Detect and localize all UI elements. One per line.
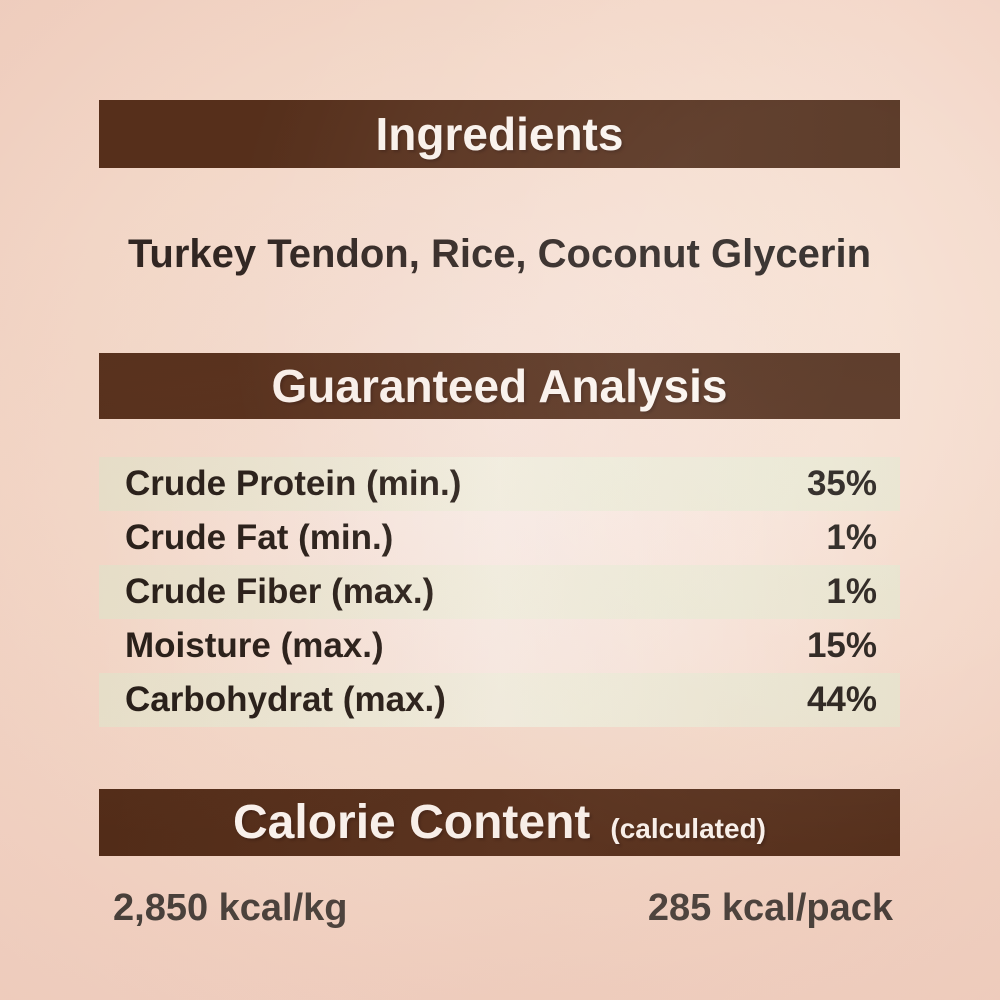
row-label: Crude Protein (min.) xyxy=(125,464,462,503)
row-value: 15% xyxy=(806,626,877,665)
row-label: Moisture (max.) xyxy=(125,626,384,665)
guaranteed-analysis-header-bar: Guaranteed Analysis xyxy=(99,353,900,419)
kcal-per-kg-value: 2,850 kcal/kg xyxy=(113,887,348,929)
guaranteed-analysis-header-title: Guaranteed Analysis xyxy=(271,360,728,412)
row-value: 35% xyxy=(806,464,877,503)
ingredients-list-text: Turkey Tendon, Rice, Coconut Glycerin xyxy=(127,232,872,276)
row-value: 1% xyxy=(826,518,877,557)
kcal-per-pack-value: 285 kcal/pack xyxy=(647,887,893,929)
row-label: Carbohydrat (max.) xyxy=(125,680,446,719)
calorie-values-line: 2,850 kcal/kg 285 kcal/pack xyxy=(99,888,900,928)
table-row-crude-protein: Crude Protein (min.) 35% xyxy=(99,457,900,511)
row-value: 1% xyxy=(826,572,877,611)
table-row-crude-fiber: Crude Fiber (max.) 1% xyxy=(99,565,900,619)
table-row-moisture: Moisture (max.) 15% xyxy=(99,619,900,673)
ingredients-header-title: Ingredients xyxy=(375,108,624,160)
row-label: Crude Fat (min.) xyxy=(125,518,394,557)
calorie-content-header-group: Calorie Content (calculated) xyxy=(233,795,766,850)
row-label: Crude Fiber (max.) xyxy=(125,572,435,611)
ingredients-header-bar: Ingredients xyxy=(99,100,900,168)
calorie-content-header-note: (calculated) xyxy=(610,813,766,844)
calorie-content-header-bar: Calorie Content (calculated) xyxy=(99,789,900,856)
guaranteed-analysis-table: Crude Protein (min.) 35% Crude Fat (min.… xyxy=(99,457,900,727)
calorie-content-header-title: Calorie Content xyxy=(233,796,591,849)
row-value: 44% xyxy=(806,680,877,719)
table-row-crude-fat: Crude Fat (min.) 1% xyxy=(99,511,900,565)
table-row-carbohydrate: Carbohydrat (max.) 44% xyxy=(99,673,900,727)
